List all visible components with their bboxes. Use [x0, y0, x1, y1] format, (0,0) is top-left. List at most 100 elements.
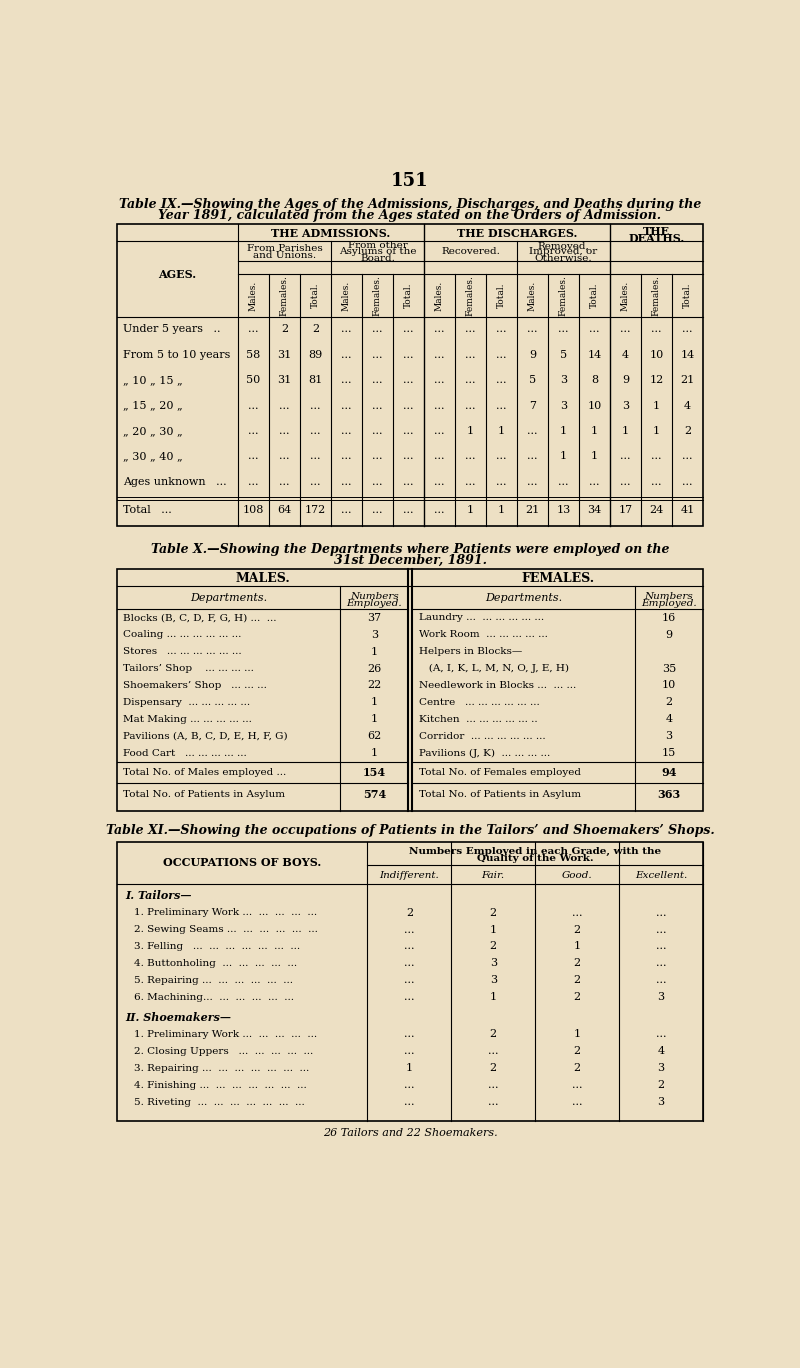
Text: Pavilions (J, K)  ... ... ... ...: Pavilions (J, K) ... ... ... ...: [418, 748, 550, 758]
Text: ...: ...: [342, 324, 352, 334]
Text: 363: 363: [658, 788, 681, 799]
Text: 41: 41: [680, 505, 694, 514]
Text: 1: 1: [574, 941, 581, 952]
Text: ...: ...: [372, 477, 382, 487]
Text: 24: 24: [650, 505, 663, 514]
Text: ...: ...: [372, 401, 382, 410]
Text: THE: THE: [643, 227, 670, 238]
Text: 81: 81: [308, 375, 322, 386]
Text: 1: 1: [653, 401, 660, 410]
Text: 4: 4: [666, 714, 673, 724]
Text: 4: 4: [622, 350, 629, 360]
Text: 10: 10: [662, 680, 676, 691]
Text: 154: 154: [362, 767, 386, 778]
Text: „ 30 „ 40 „: „ 30 „ 40 „: [123, 451, 183, 461]
Text: 3: 3: [666, 732, 673, 741]
Text: ...: ...: [558, 324, 569, 334]
Text: „ 15 „ 20 „: „ 15 „ 20 „: [123, 401, 183, 410]
Text: 10: 10: [587, 401, 602, 410]
Text: 3: 3: [560, 401, 567, 410]
Text: ...: ...: [496, 375, 506, 386]
Text: Board.: Board.: [360, 253, 395, 263]
Text: ...: ...: [572, 1097, 582, 1107]
Text: Dispensary  ... ... ... ... ...: Dispensary ... ... ... ... ...: [123, 698, 250, 707]
Text: 2: 2: [490, 1029, 497, 1040]
Text: ...: ...: [434, 505, 445, 514]
Text: 2: 2: [574, 925, 581, 934]
Text: 2: 2: [666, 698, 673, 707]
Text: 1: 1: [622, 425, 629, 436]
Text: 1: 1: [406, 1063, 413, 1073]
Text: Females.: Females.: [373, 275, 382, 316]
Text: ...: ...: [656, 959, 666, 969]
Text: Numbers Employed in each Grade, with the: Numbers Employed in each Grade, with the: [409, 847, 662, 855]
Text: ...: ...: [558, 477, 569, 487]
Text: 2: 2: [406, 907, 413, 918]
Text: ...: ...: [372, 451, 382, 461]
Text: MALES.: MALES.: [235, 572, 290, 586]
Text: Total No. of Males employed ...: Total No. of Males employed ...: [123, 767, 286, 777]
Text: 3: 3: [370, 629, 378, 640]
Text: 5. Riveting  ...  ...  ...  ...  ...  ...  ...: 5. Riveting ... ... ... ... ... ... ...: [134, 1097, 305, 1107]
Text: 3: 3: [658, 1097, 665, 1107]
Text: ...: ...: [496, 401, 506, 410]
Text: ...: ...: [403, 375, 414, 386]
Text: 3. Felling   ...  ...  ...  ...  ...  ...  ...: 3. Felling ... ... ... ... ... ... ...: [134, 943, 300, 951]
Text: Employed.: Employed.: [346, 599, 402, 607]
Text: ...: ...: [466, 477, 476, 487]
Text: Total.: Total.: [311, 283, 320, 308]
Text: ...: ...: [248, 477, 258, 487]
Text: Males.: Males.: [249, 280, 258, 311]
Text: ...: ...: [488, 1097, 498, 1107]
Text: 9: 9: [529, 350, 536, 360]
Text: 1: 1: [370, 714, 378, 724]
Text: 16: 16: [662, 613, 676, 622]
Text: ...: ...: [342, 505, 352, 514]
Text: ...: ...: [404, 941, 414, 952]
Text: 31: 31: [278, 375, 291, 386]
Text: 5: 5: [560, 350, 567, 360]
Text: Tailors’ Shop    ... ... ... ...: Tailors’ Shop ... ... ... ...: [123, 663, 254, 673]
Text: 1: 1: [370, 748, 378, 758]
Text: ...: ...: [434, 425, 445, 436]
Text: Total No. of Patients in Asylum: Total No. of Patients in Asylum: [123, 789, 286, 799]
Text: ...: ...: [589, 477, 600, 487]
Text: 5. Repairing ...  ...  ...  ...  ...  ...: 5. Repairing ... ... ... ... ... ...: [134, 975, 293, 985]
Text: and Unions.: and Unions.: [253, 252, 316, 260]
Text: From 5 to 10 years: From 5 to 10 years: [123, 350, 230, 360]
Text: 1: 1: [467, 505, 474, 514]
Text: „ 20 „ 30 „: „ 20 „ 30 „: [123, 425, 183, 436]
Text: ...: ...: [404, 992, 414, 1003]
Text: ...: ...: [656, 941, 666, 952]
Text: ...: ...: [372, 350, 382, 360]
Text: 151: 151: [391, 172, 429, 190]
Text: 172: 172: [305, 505, 326, 514]
Text: ...: ...: [572, 1081, 582, 1090]
Text: ...: ...: [310, 477, 321, 487]
Text: Excellent.: Excellent.: [635, 871, 687, 880]
Text: 1: 1: [574, 1029, 581, 1040]
Text: Table XI.—Showing the occupations of Patients in the Tailors’ and Shoemakers’ Sh: Table XI.—Showing the occupations of Pat…: [106, 825, 714, 837]
Text: Ages unknown   ...: Ages unknown ...: [123, 477, 227, 487]
Text: 2: 2: [574, 1063, 581, 1073]
Text: 10: 10: [650, 350, 663, 360]
Text: 21: 21: [526, 505, 539, 514]
Text: Total.: Total.: [497, 283, 506, 308]
Text: ...: ...: [651, 324, 662, 334]
Text: 64: 64: [278, 505, 291, 514]
Text: ...: ...: [496, 350, 506, 360]
Text: ...: ...: [248, 324, 258, 334]
Bar: [117, 841, 703, 1120]
Text: ...: ...: [651, 477, 662, 487]
Text: ...: ...: [403, 350, 414, 360]
Text: ...: ...: [403, 451, 414, 461]
Text: ...: ...: [404, 975, 414, 985]
Text: FEMALES.: FEMALES.: [521, 572, 594, 586]
Text: Kitchen  ... ... ... ... ... ..: Kitchen ... ... ... ... ... ..: [418, 715, 537, 724]
Text: Fair.: Fair.: [482, 871, 505, 880]
Text: 26 Tailors and 22 Shoemakers.: 26 Tailors and 22 Shoemakers.: [322, 1127, 498, 1138]
Text: Improved, or: Improved, or: [530, 248, 598, 256]
Text: ...: ...: [310, 401, 321, 410]
Text: ...: ...: [404, 925, 414, 934]
Text: ...: ...: [620, 324, 630, 334]
